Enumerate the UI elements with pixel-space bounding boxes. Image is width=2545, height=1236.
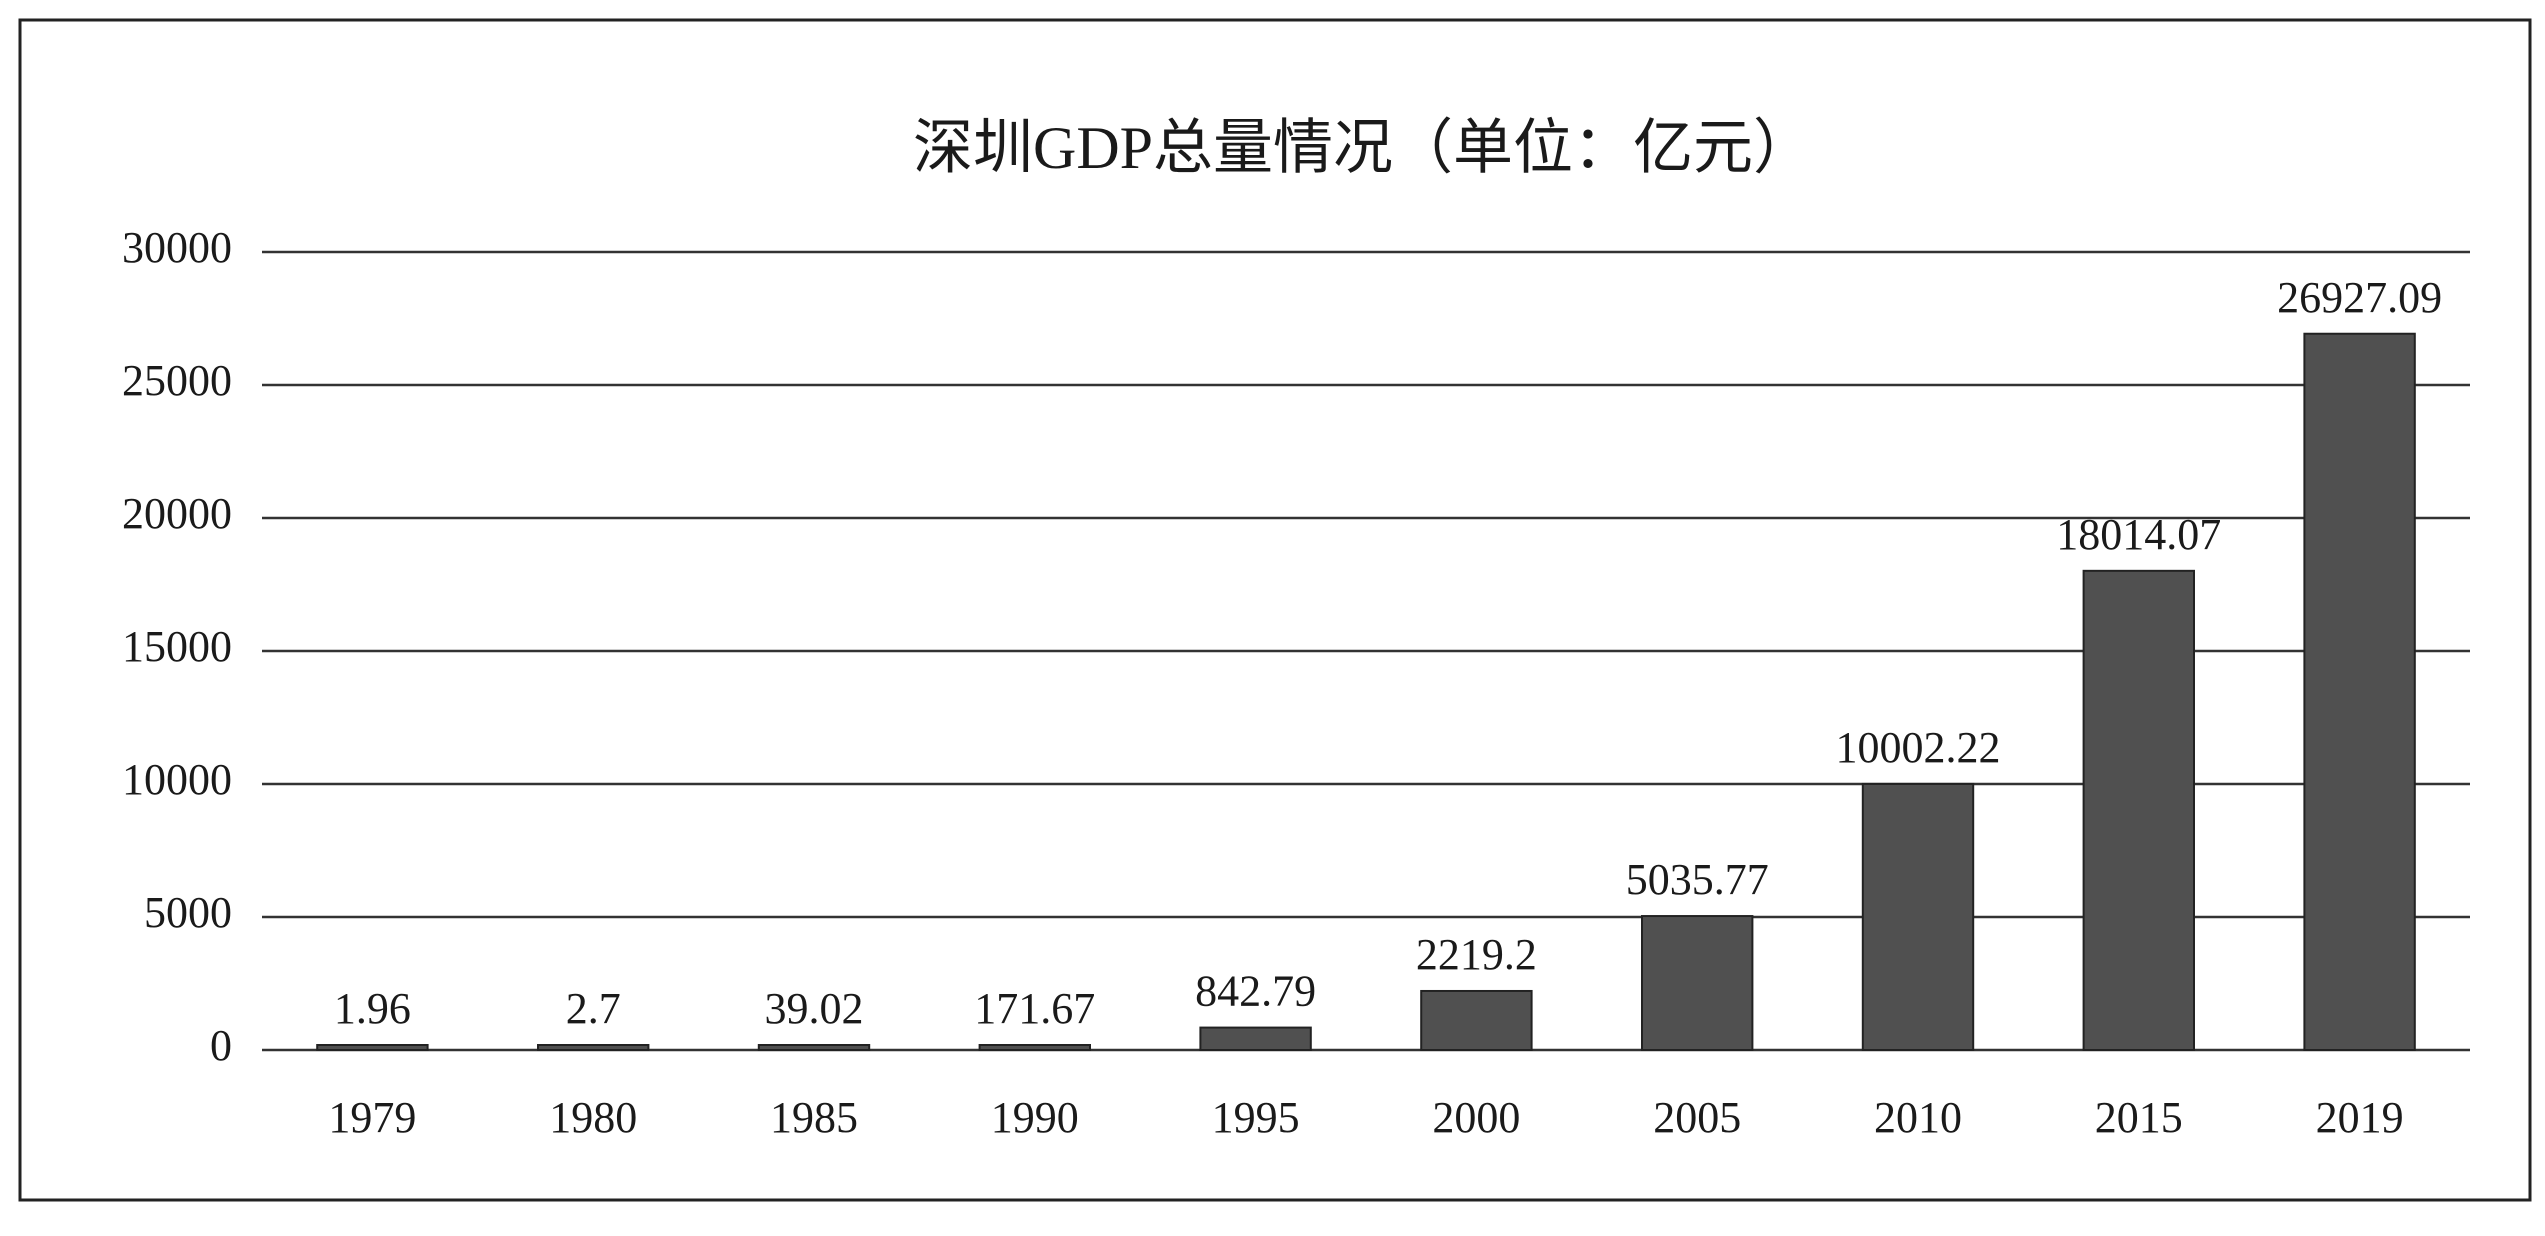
bar	[2082, 569, 2196, 1051]
y-tick-label: 5000	[144, 888, 232, 937]
bar	[1861, 782, 1975, 1051]
y-tick-label: 30000	[122, 223, 232, 272]
data-label: 26927.09	[2277, 273, 2442, 322]
bar	[1420, 989, 1533, 1052]
bar	[1641, 915, 1754, 1051]
y-tick-label: 25000	[122, 356, 232, 405]
data-label: 39.02	[765, 984, 864, 1033]
data-label: 2.7	[566, 984, 621, 1033]
data-label: 5035.77	[1626, 855, 1769, 904]
y-tick-label: 0	[210, 1021, 232, 1070]
data-label: 842.79	[1195, 967, 1316, 1016]
x-tick-label: 2010	[1874, 1093, 1962, 1142]
chart-frame	[18, 18, 2532, 1202]
y-tick-label: 10000	[122, 755, 232, 804]
data-label: 171.67	[974, 984, 1095, 1033]
x-tick-label: 2000	[1432, 1093, 1520, 1142]
x-tick-label: 2005	[1653, 1093, 1741, 1142]
bar	[537, 1044, 650, 1051]
x-tick-label: 2015	[2095, 1093, 2183, 1142]
y-tick-label: 15000	[122, 622, 232, 671]
bar	[2303, 332, 2416, 1052]
bar	[316, 1044, 429, 1051]
x-tick-label: 1985	[770, 1093, 858, 1142]
bar	[978, 1044, 1091, 1051]
x-tick-label: 2019	[2316, 1093, 2404, 1142]
chart-title: 深圳GDP总量情况（单位：亿元）	[913, 115, 1813, 181]
bar	[1199, 1026, 1312, 1052]
x-tick-label: 1995	[1212, 1093, 1300, 1142]
data-label: 1.96	[334, 984, 411, 1033]
x-tick-label: 1980	[549, 1093, 637, 1142]
bar	[757, 1044, 871, 1051]
x-tick-label: 1979	[328, 1093, 416, 1142]
data-label: 18014.07	[2056, 510, 2221, 559]
y-tick-label: 20000	[122, 489, 232, 538]
data-label: 10002.22	[1836, 723, 2001, 772]
data-label: 2219.2	[1416, 930, 1537, 979]
x-tick-label: 1990	[991, 1093, 1079, 1142]
